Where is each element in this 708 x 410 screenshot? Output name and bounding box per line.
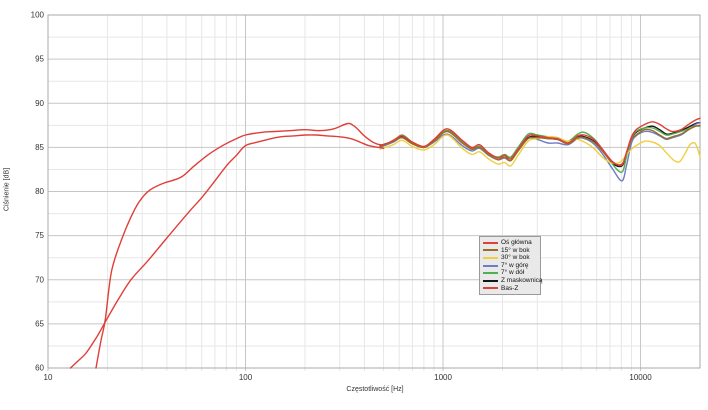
y-tick-label: 100 xyxy=(31,11,45,20)
x-tick-label: 10 xyxy=(44,373,53,382)
legend-swatch-7-w-dol xyxy=(483,272,498,275)
legend-label: Oś główna xyxy=(501,239,532,246)
legend-label: 7° w dół xyxy=(501,269,525,277)
legend-item-z-maskownica: Z maskownicą xyxy=(483,277,543,285)
series-bas-z xyxy=(69,134,385,369)
legend-label: Bas-Z xyxy=(501,284,519,292)
y-tick-label: 80 xyxy=(35,187,44,196)
series-7-w-gore xyxy=(379,122,701,182)
y-tick-label: 95 xyxy=(35,55,44,64)
legend-item-15-w-bok: 15° w bok xyxy=(483,247,537,255)
x-tick-label: 1000 xyxy=(434,373,452,382)
series-30-w-bok xyxy=(379,134,701,167)
y-tick-label: 75 xyxy=(35,231,44,240)
legend: Oś główna 15° w bok 30° w bok 7° w górę 7° w… xyxy=(479,236,543,296)
y-tick-label: 85 xyxy=(35,143,44,152)
legend-item-7-w-dol: 7° w dół xyxy=(483,269,537,277)
x-axis-title: Częstotliwość [Hz] xyxy=(346,386,404,393)
legend-swatch-z-maskownica xyxy=(483,279,498,282)
x-tick-label: 10000 xyxy=(629,373,652,382)
legend-label: Z maskownicą xyxy=(501,276,543,284)
legend-swatch-15-w-bok xyxy=(483,249,498,252)
legend-swatch-7-w-gore xyxy=(483,264,498,267)
legend-label: 15° w bok xyxy=(501,246,530,254)
series-15-w-bok xyxy=(379,124,701,166)
legend-label: 7° w górę xyxy=(501,261,529,269)
series-os-glowna xyxy=(95,117,701,369)
legend-label: 30° w bok xyxy=(501,254,530,262)
legend-item-30-w-bok: 30° w bok xyxy=(483,254,537,262)
y-tick-label: 90 xyxy=(35,99,44,108)
plot-border xyxy=(47,14,701,369)
legend-item-os-glowna: Oś główna xyxy=(483,239,537,247)
y-axis-title: Ciśnienie [dB] xyxy=(3,167,11,212)
y-tick-label: 70 xyxy=(35,275,44,284)
legend-item-7-w-gore: 7° w górę xyxy=(483,262,537,270)
x-tick-label: 100 xyxy=(239,373,253,382)
legend-item-bas-z: Bas-Z xyxy=(483,285,537,293)
legend-swatch-30-w-bok xyxy=(483,256,498,259)
legend-swatch-os-glowna xyxy=(483,241,498,244)
y-tick-label: 65 xyxy=(35,319,44,328)
y-tick-label: 60 xyxy=(35,364,44,373)
legend-swatch-bas-z xyxy=(483,287,498,290)
